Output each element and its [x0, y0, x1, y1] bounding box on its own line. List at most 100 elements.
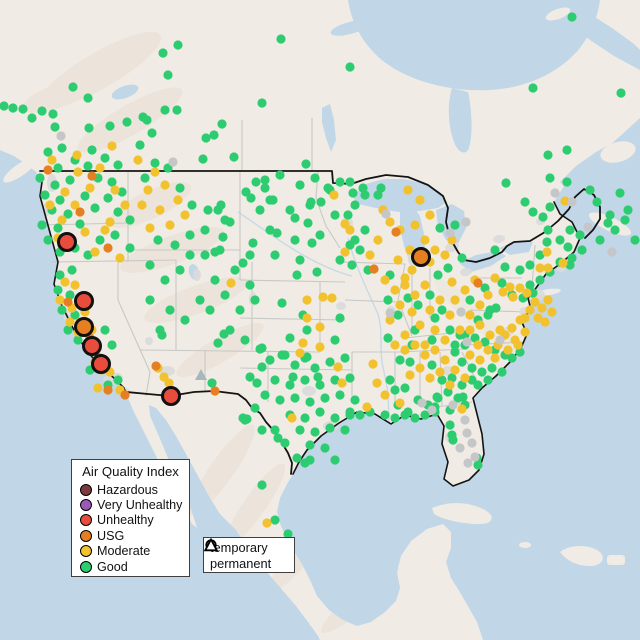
station-dot-good[interactable] — [507, 353, 517, 363]
station-dot-good[interactable] — [395, 355, 405, 365]
station-dot-good[interactable] — [515, 347, 525, 357]
station-dot-good[interactable] — [276, 34, 286, 44]
station-dot-good[interactable] — [615, 188, 625, 198]
station-dot-good[interactable] — [145, 260, 155, 270]
station-dot-moderate[interactable] — [315, 342, 325, 352]
station-dot-moderate[interactable] — [505, 282, 515, 292]
station-dot-moderate[interactable] — [333, 362, 343, 372]
station-dot-good[interactable] — [565, 225, 575, 235]
station-dot-good[interactable] — [433, 270, 443, 280]
station-dot-moderate[interactable] — [508, 292, 518, 302]
station-dot-moderate[interactable] — [425, 305, 435, 315]
station-dot-good[interactable] — [90, 203, 100, 213]
station-dot-moderate[interactable] — [483, 345, 493, 355]
station-dot-good[interactable] — [35, 173, 45, 183]
station-dot-good[interactable] — [435, 223, 445, 233]
station-dot-good[interactable] — [245, 280, 255, 290]
station-dot-good[interactable] — [450, 347, 460, 357]
station-dot-good[interactable] — [528, 83, 538, 93]
station-dot-good[interactable] — [37, 106, 47, 116]
station-dot-moderate[interactable] — [410, 290, 420, 300]
station-dot-good[interactable] — [260, 390, 270, 400]
station-dot-good[interactable] — [260, 183, 270, 193]
station-dot-good[interactable] — [350, 200, 360, 210]
station-dot-moderate[interactable] — [55, 295, 65, 305]
station-dot-good[interactable] — [240, 335, 250, 345]
station-dot-good[interactable] — [83, 93, 93, 103]
station-dot-good[interactable] — [295, 180, 305, 190]
station-dot-usg[interactable] — [103, 243, 113, 253]
highlighted-station-unhealthy[interactable] — [161, 386, 181, 406]
station-dot-moderate[interactable] — [415, 320, 425, 330]
station-dot-good[interactable] — [335, 390, 345, 400]
station-dot-good[interactable] — [348, 188, 358, 198]
station-dot-good[interactable] — [163, 70, 173, 80]
station-dot-moderate[interactable] — [465, 350, 475, 360]
station-dot-good[interactable] — [150, 158, 160, 168]
station-dot-good[interactable] — [445, 325, 455, 335]
station-dot-moderate[interactable] — [65, 317, 75, 327]
station-dot-good[interactable] — [610, 225, 620, 235]
station-dot-good[interactable] — [575, 230, 585, 240]
station-dot-moderate[interactable] — [372, 378, 382, 388]
station-dot-good[interactable] — [87, 145, 97, 155]
station-dot-moderate[interactable] — [420, 235, 430, 245]
station-dot-nodata[interactable] — [467, 438, 477, 448]
station-dot-good[interactable] — [53, 163, 63, 173]
station-dot-good[interactable] — [360, 225, 370, 235]
station-dot-good[interactable] — [383, 333, 393, 343]
station-dot-good[interactable] — [343, 210, 353, 220]
station-dot-moderate[interactable] — [287, 413, 297, 423]
station-dot-good[interactable] — [450, 340, 460, 350]
station-dot-moderate[interactable] — [302, 313, 312, 323]
station-dot-good[interactable] — [55, 195, 65, 205]
station-dot-moderate[interactable] — [380, 390, 390, 400]
station-dot-usg[interactable] — [87, 171, 97, 181]
station-dot-moderate[interactable] — [85, 183, 95, 193]
station-dot-usg[interactable] — [43, 165, 53, 175]
station-dot-good[interactable] — [48, 109, 58, 119]
station-dot-moderate[interactable] — [93, 383, 103, 393]
station-dot-good[interactable] — [257, 98, 267, 108]
station-dot-good[interactable] — [270, 515, 280, 525]
station-dot-moderate[interactable] — [490, 353, 500, 363]
station-dot-good[interactable] — [110, 230, 120, 240]
station-dot-nodata[interactable] — [417, 398, 427, 408]
station-dot-good[interactable] — [203, 205, 213, 215]
station-dot-good[interactable] — [238, 258, 248, 268]
station-dot-good[interactable] — [420, 410, 430, 420]
station-dot-good[interactable] — [280, 438, 290, 448]
station-dot-moderate[interactable] — [400, 273, 410, 283]
station-dot-moderate[interactable] — [450, 365, 460, 375]
station-dot-good[interactable] — [107, 340, 117, 350]
station-dot-moderate[interactable] — [403, 185, 413, 195]
station-dot-moderate[interactable] — [390, 340, 400, 350]
station-dot-good[interactable] — [229, 152, 239, 162]
permanent-station-marker[interactable] — [195, 369, 207, 380]
station-dot-good[interactable] — [140, 173, 150, 183]
station-dot-moderate[interactable] — [315, 322, 325, 332]
station-dot-moderate[interactable] — [445, 380, 455, 390]
station-dot-good[interactable] — [430, 313, 440, 323]
station-dot-good[interactable] — [53, 285, 63, 295]
station-dot-moderate[interactable] — [145, 223, 155, 233]
station-dot-good[interactable] — [252, 378, 262, 388]
station-dot-moderate[interactable] — [450, 295, 460, 305]
station-dot-good[interactable] — [443, 387, 453, 397]
station-dot-good[interactable] — [27, 113, 37, 123]
station-dot-moderate[interactable] — [100, 225, 110, 235]
station-dot-good[interactable] — [305, 440, 315, 450]
station-dot-moderate[interactable] — [150, 167, 160, 177]
station-dot-good[interactable] — [50, 122, 60, 132]
station-dot-good[interactable] — [437, 375, 447, 385]
station-dot-moderate[interactable] — [415, 195, 425, 205]
station-dot-moderate[interactable] — [483, 290, 493, 300]
station-dot-good[interactable] — [458, 392, 468, 402]
station-dot-good[interactable] — [277, 298, 287, 308]
station-dot-good[interactable] — [225, 325, 235, 335]
station-dot-good[interactable] — [73, 335, 83, 345]
station-dot-moderate[interactable] — [440, 355, 450, 365]
station-dot-good[interactable] — [432, 392, 442, 402]
station-dot-good[interactable] — [595, 235, 605, 245]
station-dot-good[interactable] — [210, 275, 220, 285]
